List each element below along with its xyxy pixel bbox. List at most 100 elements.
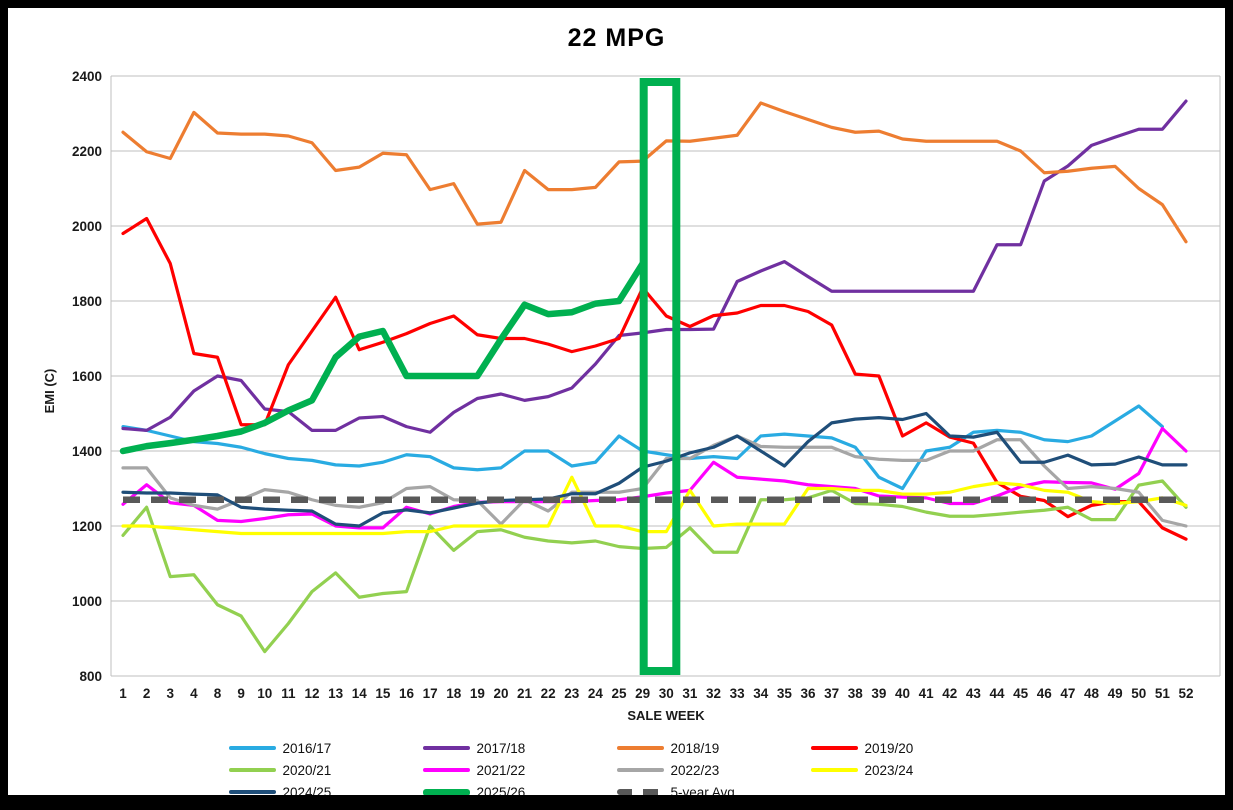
x-tick-label: 19 bbox=[470, 686, 485, 701]
x-tick-label: 52 bbox=[1178, 686, 1193, 701]
legend-item-2022-23: 2022/23 bbox=[616, 759, 811, 781]
x-tick-label: 4 bbox=[190, 686, 198, 701]
y-tick-label: 1200 bbox=[72, 519, 102, 534]
y-axis-title: EMI (C) bbox=[42, 369, 57, 414]
x-tick-label: 39 bbox=[871, 686, 886, 701]
y-tick-label: 1800 bbox=[72, 294, 102, 309]
series-line-2022-23 bbox=[121, 434, 1188, 528]
x-tick-label: 49 bbox=[1108, 686, 1123, 701]
chart-title: 22 MPG bbox=[567, 24, 666, 52]
legend-swatch bbox=[228, 768, 276, 772]
legend-label: 2020/21 bbox=[282, 762, 332, 778]
series-line-2025-26 bbox=[119, 260, 646, 455]
legend-item-2023-24: 2023/24 bbox=[810, 759, 1005, 781]
highlight-box bbox=[639, 78, 681, 675]
series-line-2018-19 bbox=[121, 101, 1188, 244]
series-line-2017-18 bbox=[121, 99, 1188, 434]
x-tick-label: 47 bbox=[1060, 686, 1075, 701]
series-line-2024-25 bbox=[121, 411, 1188, 528]
x-tick-label: 11 bbox=[281, 686, 296, 701]
legend-swatch bbox=[228, 790, 276, 794]
x-tick-label: 13 bbox=[328, 686, 344, 701]
legend-swatch bbox=[228, 746, 276, 750]
x-tick-label: 9 bbox=[237, 686, 245, 701]
legend-swatch bbox=[810, 768, 858, 772]
x-tick-label: 41 bbox=[919, 686, 935, 701]
x-tick-label: 30 bbox=[659, 686, 674, 701]
x-tick-label: 48 bbox=[1084, 686, 1100, 701]
x-tick-label: 21 bbox=[517, 686, 533, 701]
x-tick-label: 3 bbox=[166, 686, 174, 701]
x-tick-label: 12 bbox=[304, 686, 319, 701]
series-line-2023-24 bbox=[121, 475, 1188, 536]
x-tick-label: 16 bbox=[399, 686, 415, 701]
x-tick-label: 31 bbox=[682, 686, 698, 701]
legend-swatch bbox=[810, 746, 858, 750]
x-tick-label: 25 bbox=[612, 686, 628, 701]
x-tick-label: 24 bbox=[588, 686, 604, 701]
legend-swatch bbox=[422, 768, 470, 772]
legend-swatch bbox=[422, 788, 470, 795]
x-tick-label: 33 bbox=[730, 686, 746, 701]
legend-label: 2025/26 bbox=[476, 784, 526, 800]
legend-item-2016-17: 2016/17 bbox=[228, 737, 423, 759]
legend-swatch bbox=[616, 789, 664, 795]
x-tick-label: 50 bbox=[1131, 686, 1146, 701]
legend-swatch bbox=[616, 768, 664, 772]
y-tick-label: 1400 bbox=[72, 444, 102, 459]
x-tick-label: 40 bbox=[895, 686, 910, 701]
legend-label: 2023/24 bbox=[864, 762, 914, 778]
legend-item-2024-25: 2024/25 bbox=[228, 781, 423, 800]
x-tick-label: 51 bbox=[1155, 686, 1171, 701]
series-line-2021-22 bbox=[121, 426, 1188, 530]
series-line-2020-21 bbox=[121, 479, 1188, 654]
x-tick-label: 29 bbox=[635, 686, 650, 701]
x-tick-label: 42 bbox=[942, 686, 957, 701]
legend-label: 2024/25 bbox=[282, 784, 332, 800]
x-tick-label: 37 bbox=[824, 686, 839, 701]
x-tick-label: 14 bbox=[352, 686, 368, 701]
legend-label: 2017/18 bbox=[476, 740, 526, 756]
legend-label: 2018/19 bbox=[670, 740, 720, 756]
x-tick-label: 1 bbox=[119, 686, 127, 701]
y-tick-label: 2400 bbox=[72, 69, 102, 84]
series-line-2019-20 bbox=[121, 216, 1188, 541]
y-tick-label: 1000 bbox=[72, 594, 102, 609]
x-tick-label: 44 bbox=[990, 686, 1006, 701]
legend-label: 5-year Avg bbox=[670, 784, 735, 800]
x-tick-label: 35 bbox=[777, 686, 793, 701]
legend-swatch bbox=[616, 746, 664, 750]
x-tick-label: 32 bbox=[706, 686, 721, 701]
legend-swatch bbox=[422, 746, 470, 750]
legend-item-2025-26: 2025/26 bbox=[422, 781, 617, 800]
legend-item-5-year-avg: 5-year Avg bbox=[616, 781, 811, 800]
chart-legend: 2016/17 2017/18 2018/19 2019/20 2020/21 2021/… bbox=[228, 737, 1005, 800]
x-tick-label: 22 bbox=[541, 686, 556, 701]
y-tick-label: 2200 bbox=[72, 144, 102, 159]
x-tick-label: 18 bbox=[446, 686, 462, 701]
x-tick-label: 36 bbox=[801, 686, 817, 701]
x-tick-label: 38 bbox=[848, 686, 864, 701]
legend-label: 2016/17 bbox=[282, 740, 332, 756]
x-tick-label: 34 bbox=[753, 686, 769, 701]
x-tick-label: 10 bbox=[257, 686, 272, 701]
y-tick-label: 1600 bbox=[72, 369, 102, 384]
legend-item-2021-22: 2021/22 bbox=[422, 759, 617, 781]
legend-item-2019-20: 2019/20 bbox=[810, 737, 1005, 759]
y-tick-label: 800 bbox=[79, 669, 102, 684]
x-tick-label: 20 bbox=[493, 686, 508, 701]
x-tick-label: 23 bbox=[564, 686, 580, 701]
x-tick-label: 45 bbox=[1013, 686, 1029, 701]
x-tick-label: 17 bbox=[423, 686, 438, 701]
x-tick-label: 46 bbox=[1037, 686, 1053, 701]
x-tick-label: 43 bbox=[966, 686, 982, 701]
legend-item-2018-19: 2018/19 bbox=[616, 737, 811, 759]
legend-label: 2021/22 bbox=[476, 762, 526, 778]
legend-item-2020-21: 2020/21 bbox=[228, 759, 423, 781]
x-tick-label: 8 bbox=[214, 686, 222, 701]
legend-item-2017-18: 2017/18 bbox=[422, 737, 617, 759]
x-axis-title: SALE WEEK bbox=[627, 708, 705, 723]
x-tick-label: 2 bbox=[143, 686, 151, 701]
